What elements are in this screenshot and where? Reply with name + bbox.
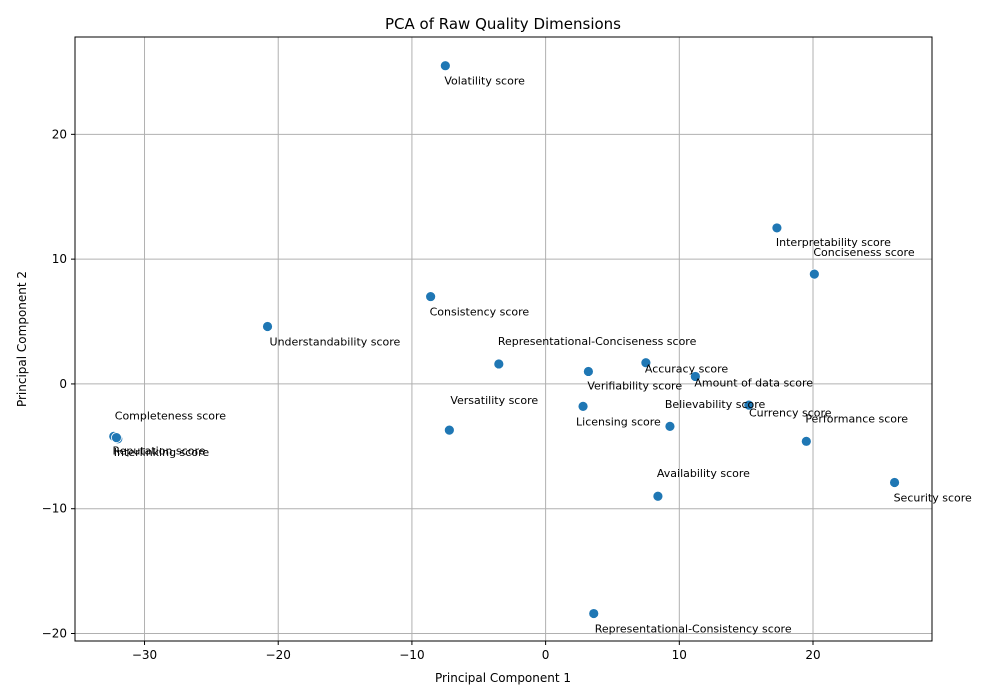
point-label: Versatility score	[450, 394, 538, 407]
point-label: Representational-Consistency score	[595, 623, 792, 636]
point-label: Accuracy score	[645, 363, 729, 376]
point-label: Consistency score	[430, 306, 530, 319]
point-label: Completeness score	[115, 409, 227, 422]
point-label: Reputation score	[112, 445, 205, 458]
point-label: Believability score	[665, 398, 766, 411]
y-tick-label: −10	[42, 502, 67, 516]
x-tick-label: 0	[542, 648, 550, 662]
scatter-point	[439, 60, 451, 72]
scatter-point	[443, 424, 455, 436]
scatter-point	[262, 321, 273, 332]
scatter-point	[771, 222, 783, 234]
scatter-point	[111, 432, 122, 443]
scatter-point	[889, 477, 900, 488]
point-label: Understandability score	[270, 336, 401, 349]
point-label: Licensing score	[576, 415, 661, 428]
x-axis-label: Principal Component 1	[435, 671, 571, 685]
scatter-point	[808, 268, 820, 280]
plot-frame	[74, 36, 933, 642]
scatter-point	[652, 490, 664, 502]
point-label: Amount of data score	[694, 376, 813, 389]
y-axis-label: Principal Component 2	[15, 271, 29, 407]
y-tick-label: −20	[42, 627, 67, 641]
grid-lines	[75, 37, 932, 641]
point-label: Availability score	[657, 467, 750, 480]
y-tick-label: 10	[52, 252, 67, 266]
point-label: Security score	[894, 492, 972, 505]
point-label: Verifiability score	[587, 379, 682, 392]
scatter-point	[493, 358, 505, 370]
scatter-point	[588, 608, 600, 619]
y-tick-label: 20	[52, 127, 67, 141]
scatter-point	[664, 420, 676, 432]
x-tick-label: −10	[399, 648, 424, 662]
point-label: Currency score	[749, 406, 832, 419]
x-tick-label: 10	[672, 648, 687, 662]
scatter-point	[743, 399, 755, 411]
point-label: Conciseness score	[813, 246, 914, 259]
scatter-point	[640, 357, 652, 369]
scatter-point	[800, 435, 812, 447]
x-tick-label: −30	[132, 648, 157, 662]
scatter-point	[689, 371, 701, 382]
point-label: Interlinking score	[114, 446, 210, 459]
chart-title: PCA of Raw Quality Dimensions	[385, 15, 621, 33]
point-label: Representational-Conciseness score	[498, 335, 697, 348]
x-tick-label: 20	[805, 648, 820, 662]
point-label: Performance score	[805, 412, 908, 425]
scatter-point	[425, 291, 437, 302]
point-label: Volatility score	[444, 75, 525, 88]
axis-ticks: −30 −20 −10 0 10 20 −20 −10 0 10 20	[42, 127, 821, 662]
point-label: Interpretability score	[776, 236, 891, 249]
x-tick-label: −20	[266, 648, 291, 662]
scatter-point	[577, 400, 589, 412]
data-points	[108, 60, 900, 619]
y-tick-label: 0	[59, 377, 67, 391]
scatter-point	[582, 366, 594, 377]
